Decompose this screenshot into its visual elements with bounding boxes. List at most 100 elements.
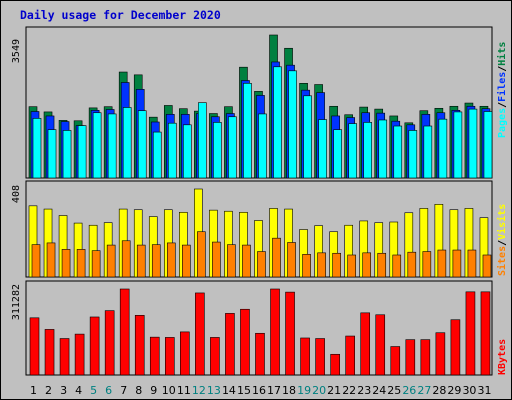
bar-kbytes-day-7 xyxy=(119,288,130,376)
x-tick-day-8: 8 xyxy=(135,384,142,397)
ymax-label-hits-files-pages: 3549 xyxy=(11,39,22,63)
x-tick-day-30: 30 xyxy=(462,384,476,397)
bar-kbytes-day-19 xyxy=(300,337,310,376)
x-tick-day-3: 3 xyxy=(60,384,67,397)
bar-pages-day-4 xyxy=(77,125,87,179)
bar-kbytes-day-14 xyxy=(225,313,235,376)
bar-kbytes-day-3 xyxy=(59,338,70,376)
bar-pages-day-17 xyxy=(273,66,282,179)
bar-pages-day-9 xyxy=(152,131,162,179)
legend-entry-pages: Pages xyxy=(497,108,508,138)
bar-kbytes-day-27 xyxy=(420,339,431,376)
bar-sites-day-24 xyxy=(377,252,387,278)
x-tick-day-9: 9 xyxy=(150,384,157,397)
legend-entry-slash: / xyxy=(497,66,508,72)
bar-kbytes-day-16 xyxy=(255,332,265,376)
bar-sites-day-16 xyxy=(257,251,266,278)
bar-pages-day-28 xyxy=(438,118,448,179)
bar-pages-day-25 xyxy=(393,125,403,179)
bar-kbytes-day-23 xyxy=(360,312,371,376)
x-tick-day-28: 28 xyxy=(432,384,446,397)
bar-pages-day-11 xyxy=(183,124,192,179)
bar-pages-day-5 xyxy=(92,112,102,179)
legend-entry-kbytes: KBytes xyxy=(497,339,508,375)
bar-pages-day-7 xyxy=(122,107,132,179)
bar-kbytes-day-30 xyxy=(465,291,476,376)
bar-pages-day-19 xyxy=(303,95,312,179)
bar-kbytes-day-11 xyxy=(180,331,190,376)
bar-sites-day-3 xyxy=(61,249,71,278)
bar-sites-day-30 xyxy=(467,249,477,278)
bar-kbytes-day-12 xyxy=(195,292,205,376)
bar-sites-day-26 xyxy=(407,251,417,278)
bar-kbytes-day-5 xyxy=(89,316,100,376)
legend-hits-files-pages: Pages/Files/Hits xyxy=(496,42,508,138)
x-tick-day-6: 6 xyxy=(105,384,112,397)
bar-pages-day-21 xyxy=(333,129,342,179)
x-tick-day-26: 26 xyxy=(402,384,416,397)
x-tick-day-21: 21 xyxy=(327,384,341,397)
legend-entry-sites: Sites xyxy=(496,246,508,276)
x-tick-day-20: 20 xyxy=(312,384,326,397)
bar-kbytes-day-31 xyxy=(480,291,491,376)
x-tick-day-18: 18 xyxy=(282,384,296,397)
x-tick-day-13: 13 xyxy=(207,384,221,397)
x-tick-day-23: 23 xyxy=(357,384,371,397)
chart-title: Daily usage for December 2020 xyxy=(20,8,221,22)
bar-pages-day-30 xyxy=(468,108,478,179)
bar-sites-day-27 xyxy=(422,251,432,278)
bar-pages-day-12 xyxy=(198,102,207,179)
bar-sites-day-1 xyxy=(31,244,41,278)
bar-kbytes-day-21 xyxy=(330,353,340,376)
bar-kbytes-day-6 xyxy=(104,310,115,376)
bar-kbytes-day-26 xyxy=(405,339,416,376)
bar-kbytes-day-22 xyxy=(345,335,355,376)
x-tick-day-14: 14 xyxy=(222,384,236,397)
bar-sites-day-4 xyxy=(76,249,86,278)
bar-kbytes-day-10 xyxy=(164,337,175,376)
ymax-label-kbytes: 311282 xyxy=(11,284,22,320)
bar-kbytes-day-2 xyxy=(44,329,55,376)
bar-kbytes-day-9 xyxy=(149,336,160,376)
bar-sites-day-28 xyxy=(437,249,447,278)
bar-sites-day-7 xyxy=(121,240,131,278)
bar-sites-day-2 xyxy=(46,242,56,278)
bar-pages-day-3 xyxy=(62,130,72,179)
bar-pages-day-15 xyxy=(243,83,252,179)
bar-kbytes-day-13 xyxy=(210,337,220,376)
bar-sites-day-5 xyxy=(91,250,101,278)
x-tick-day-17: 17 xyxy=(267,384,281,397)
bar-pages-day-23 xyxy=(363,122,373,179)
bar-kbytes-day-29 xyxy=(450,319,461,376)
bar-kbytes-day-20 xyxy=(315,338,325,376)
bar-kbytes-day-24 xyxy=(375,314,386,376)
bar-kbytes-day-28 xyxy=(435,332,446,376)
x-tick-day-24: 24 xyxy=(372,384,386,397)
legend-entry-slash: / xyxy=(497,240,508,246)
x-tick-day-11: 11 xyxy=(177,384,191,397)
bar-sites-day-14 xyxy=(227,244,236,278)
x-tick-day-22: 22 xyxy=(342,384,356,397)
bar-pages-day-22 xyxy=(348,123,357,179)
bar-pages-day-10 xyxy=(167,122,177,179)
x-tick-day-4: 4 xyxy=(75,384,82,397)
x-tick-day-29: 29 xyxy=(447,384,461,397)
ymax-label-visits-sites: 408 xyxy=(11,185,22,203)
bar-pages-day-13 xyxy=(213,122,222,179)
bar-sites-day-29 xyxy=(452,249,462,278)
bar-pages-day-8 xyxy=(137,110,147,179)
x-tick-day-27: 27 xyxy=(417,384,431,397)
legend-entry-hits: Hits xyxy=(496,42,508,66)
legend-kbytes: KBytes xyxy=(497,339,508,375)
bar-pages-day-6 xyxy=(107,113,117,179)
x-tick-day-5: 5 xyxy=(90,384,97,397)
bar-sites-day-31 xyxy=(482,254,492,278)
bar-sites-day-19 xyxy=(302,254,311,278)
x-tick-day-16: 16 xyxy=(252,384,266,397)
bar-kbytes-day-17 xyxy=(270,288,280,376)
bar-sites-day-13 xyxy=(212,241,221,278)
bar-pages-day-31 xyxy=(483,111,493,179)
bar-sites-day-20 xyxy=(317,252,326,278)
bar-pages-day-29 xyxy=(453,111,463,179)
